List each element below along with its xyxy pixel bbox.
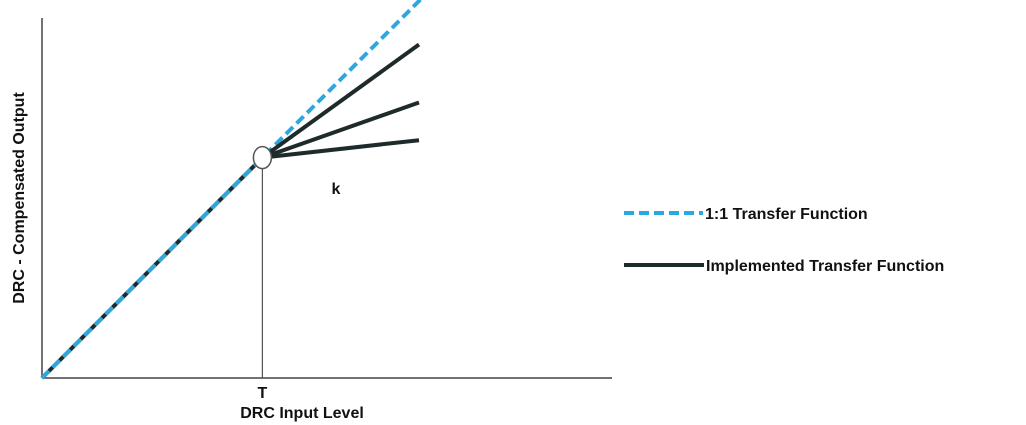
implemented-branch-2 (261, 100, 420, 160)
legend-label-implemented: Implemented Transfer Function (706, 258, 944, 275)
series-layer (40, 0, 423, 380)
x-axis-label: DRC Input Level (240, 405, 364, 422)
one-to-one-line (40, 0, 423, 380)
threshold-tick-label: T (258, 385, 268, 402)
implemented-branch-3 (262, 138, 420, 160)
axes (41, 18, 612, 379)
legend-label-1to1: 1:1 Transfer Function (705, 206, 868, 223)
implemented-branch-1 (261, 42, 421, 160)
legend: 1:1 Transfer Function Implemented Transf… (624, 206, 944, 275)
marker-layer (252, 145, 273, 378)
y-axis-label: DRC - Compensated Output (11, 92, 28, 304)
threshold-knee-marker (252, 145, 273, 170)
ratio-label: k (332, 181, 341, 198)
